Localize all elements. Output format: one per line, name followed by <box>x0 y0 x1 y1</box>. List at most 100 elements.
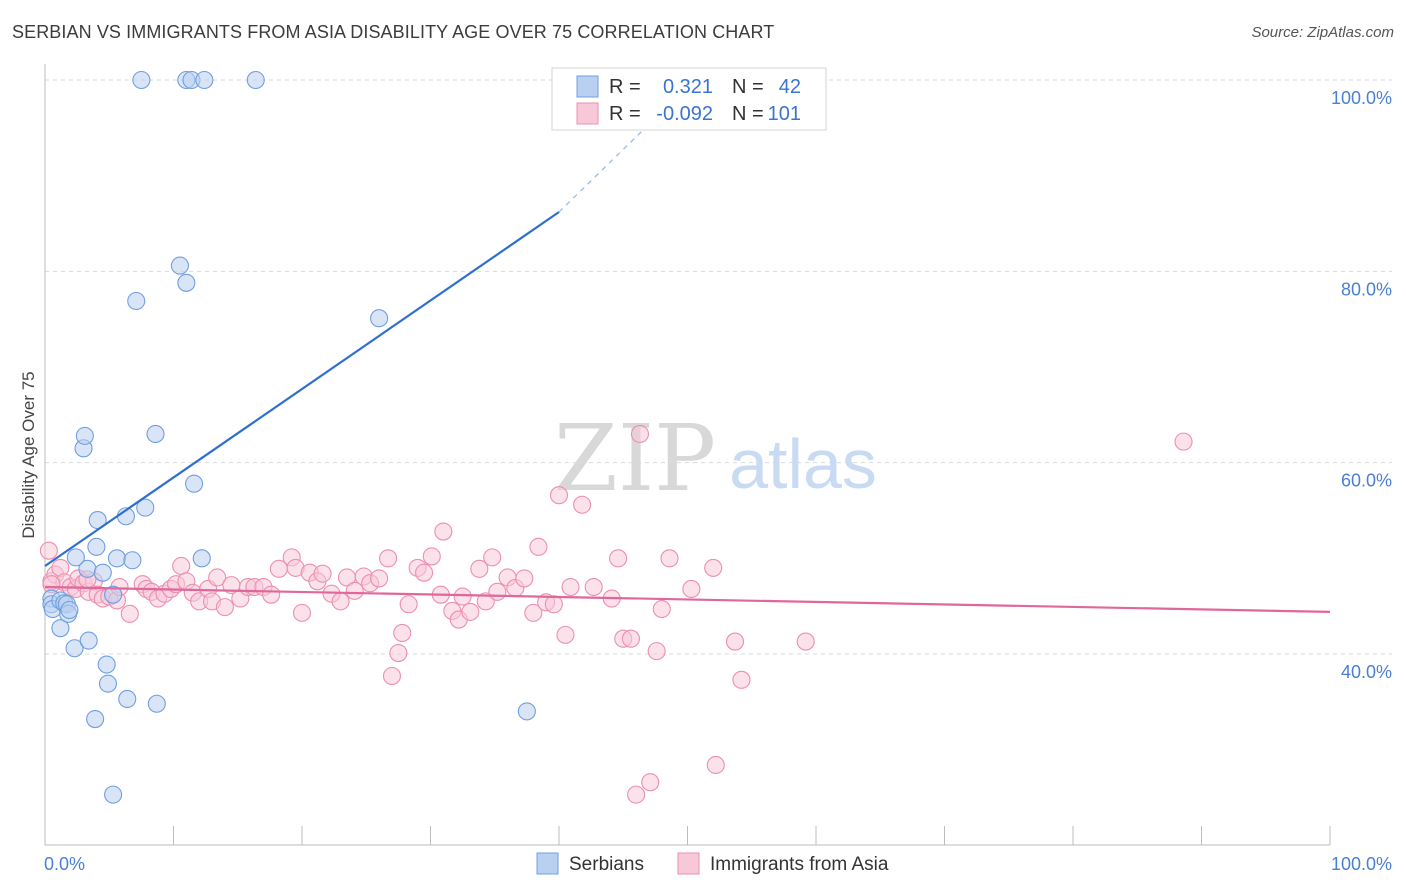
y-tick-label: 60.0% <box>1341 471 1392 491</box>
legend-r-label-1: R = <box>609 76 641 98</box>
immigrants-point <box>529 537 548 556</box>
bottom-legend-swatch-immigrants <box>677 852 700 875</box>
immigrants-point <box>461 602 480 621</box>
immigrants-point <box>370 569 389 588</box>
serbians-point <box>185 474 204 493</box>
serbians-point <box>87 537 106 556</box>
bottom-legend: Serbians Immigrants from Asia <box>536 852 889 875</box>
serbians-point <box>370 309 389 328</box>
serbians-point <box>79 631 98 650</box>
serbians-point <box>136 498 155 517</box>
immigrants-point <box>524 603 543 622</box>
serbians-point <box>66 548 85 567</box>
serbians-point <box>170 256 189 275</box>
legend-r-value-serbians: 0.321 <box>663 76 713 98</box>
immigrants-point <box>573 495 592 514</box>
immigrants-point <box>544 595 563 614</box>
immigrants-point <box>262 585 281 604</box>
immigrants-point <box>609 549 628 568</box>
serbians-point <box>75 426 94 445</box>
serbians-point <box>107 549 127 568</box>
immigrants-point <box>549 486 569 505</box>
immigrants-point <box>796 632 815 651</box>
serbians-point <box>123 551 142 570</box>
immigrants-point <box>422 547 441 566</box>
immigrants-point <box>345 581 364 600</box>
serbians-point <box>104 785 123 804</box>
serbians-point <box>192 549 211 568</box>
watermark-atlas: atlas <box>729 425 877 503</box>
serbians-point <box>132 70 151 90</box>
immigrants-point <box>732 670 751 689</box>
immigrants-trend-line <box>44 585 1331 614</box>
serbians-point <box>98 674 118 693</box>
immigrants-point <box>561 577 580 597</box>
trend-lines <box>44 73 1331 614</box>
immigrants-point <box>208 568 227 587</box>
series-serbians <box>42 70 536 804</box>
serbians-point <box>127 291 146 311</box>
immigrants-point <box>215 598 234 617</box>
watermark-zip: ZIP <box>554 405 716 512</box>
immigrants-point <box>39 541 58 560</box>
serbians-trend-line <box>44 211 560 567</box>
watermark: ZIP atlas <box>554 405 877 512</box>
serbians-point <box>86 710 105 729</box>
grid-lines <box>45 79 1392 655</box>
immigrants-point <box>434 522 453 541</box>
legend-swatch-serbians <box>576 75 599 98</box>
serbians-point <box>246 70 265 90</box>
bottom-legend-swatch-serbians <box>536 852 559 875</box>
serbians-point <box>93 563 112 582</box>
immigrants-point <box>556 625 575 644</box>
immigrants-point <box>331 592 350 611</box>
y-axis-label: Disability Age Over 75 <box>19 371 38 538</box>
legend-n-value-immigrants: 101 <box>768 103 801 125</box>
axes <box>44 64 1331 846</box>
legend-n-label-2: N = <box>732 103 764 125</box>
immigrants-point <box>1174 432 1193 451</box>
serbians-point <box>60 600 79 620</box>
immigrants-point <box>584 577 603 597</box>
immigrants-point <box>415 563 434 582</box>
x-tick-label: 100.0% <box>1331 854 1392 874</box>
serbians-point <box>195 70 214 90</box>
immigrants-point <box>627 785 646 804</box>
immigrants-point <box>483 548 502 567</box>
serbians-point <box>146 424 165 444</box>
immigrants-point <box>313 564 332 583</box>
immigrants-point <box>641 773 660 792</box>
immigrants-point <box>399 595 418 614</box>
immigrants-point <box>704 558 723 577</box>
immigrants-point <box>292 603 312 622</box>
serbians-point <box>97 655 116 674</box>
legend-n-value-serbians: 42 <box>779 76 801 98</box>
immigrants-point <box>470 559 489 578</box>
serbians-point <box>65 639 84 658</box>
immigrants-point <box>630 424 650 444</box>
legend-n-label-1: N = <box>732 76 764 98</box>
bottom-legend-immigrants: Immigrants from Asia <box>710 854 889 875</box>
serbians-point <box>118 689 137 709</box>
x-tick-label: 0.0% <box>44 854 85 874</box>
y-tick-labels: 40.0% 60.0% 80.0% 100.0% <box>1331 88 1392 682</box>
bottom-legend-serbians: Serbians <box>569 854 644 875</box>
y-tick-label: 80.0% <box>1341 279 1392 299</box>
immigrants-point <box>515 569 534 588</box>
serbians-point <box>51 619 70 638</box>
immigrants-point <box>172 556 191 576</box>
x-tick-labels: 0.0% 100.0% <box>44 854 1392 874</box>
immigrants-point <box>120 604 139 623</box>
immigrants-point <box>389 643 408 663</box>
immigrants-point <box>453 587 472 606</box>
source-label: Source: ZipAtlas.com <box>1251 24 1394 41</box>
legend-r-label-2: R = <box>609 103 641 125</box>
serbians-point <box>177 273 196 292</box>
serbians-point <box>104 585 123 604</box>
y-tick-label: 100.0% <box>1331 88 1392 108</box>
immigrants-point <box>647 642 666 661</box>
immigrants-point <box>621 629 641 648</box>
legend-r-value-immigrants: -0.092 <box>656 103 713 125</box>
serbians-point <box>147 694 166 713</box>
